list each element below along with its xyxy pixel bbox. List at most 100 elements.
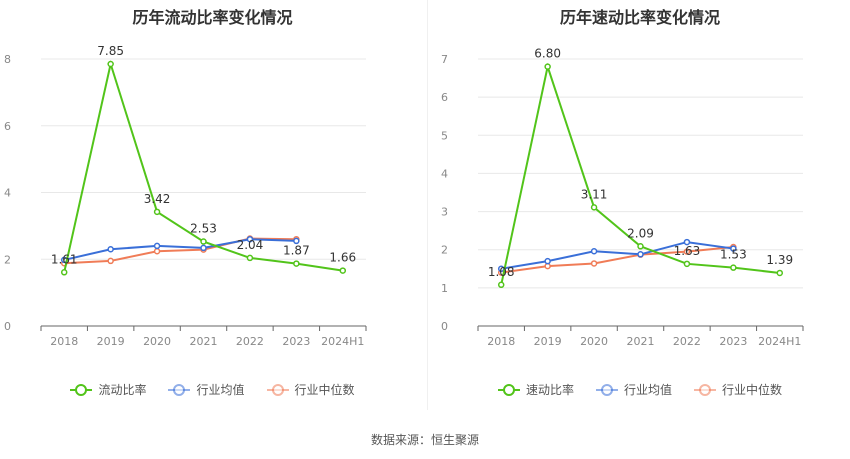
legend-circle <box>699 383 711 396</box>
legend-item[interactable]: 行业均值 <box>168 381 245 398</box>
y-tick-label: 1 <box>441 282 448 295</box>
x-tick-label: 2022 <box>236 335 264 348</box>
legend-circle <box>502 383 515 396</box>
legend-label: 速动比率 <box>525 383 574 397</box>
legend-circle <box>600 383 613 396</box>
quick-ratio-plot: 0 1 2 3 4 5 6 7 2018 2019 2020 2021 2022 2023 2024H1 1.… <box>441 47 804 348</box>
legend-label: 行业均值 <box>196 383 245 397</box>
legend-label: 行业中位数 <box>294 383 355 397</box>
x-tick-label: 2020 <box>580 335 608 348</box>
data-point <box>544 257 551 265</box>
data-point <box>683 260 691 268</box>
x-tick-label: 2019 <box>97 335 125 348</box>
data-point <box>153 242 161 250</box>
x-tick-label: 2019 <box>534 335 562 348</box>
legend-item[interactable]: 行业中位数 <box>266 381 355 398</box>
data-label: 3.42 <box>144 192 171 206</box>
data-source-note: 数据来源：恒生聚源 <box>370 433 479 447</box>
data-point <box>730 245 737 252</box>
series-1 <box>497 238 737 273</box>
data-point <box>200 238 207 245</box>
data-point <box>590 247 598 255</box>
data-point <box>730 264 737 271</box>
data-label: 6.80 <box>534 47 561 61</box>
y-tick-label: 3 <box>441 206 448 219</box>
y-tick-label: 4 <box>441 167 448 180</box>
x-tick-label: 2023 <box>719 335 747 348</box>
data-point <box>544 63 551 70</box>
legend-label: 行业均值 <box>623 383 672 397</box>
data-label: 2.09 <box>627 226 654 240</box>
x-tick-label: 2022 <box>673 335 701 348</box>
series-0 <box>60 60 347 276</box>
data-label: 1.87 <box>283 244 310 258</box>
data-point <box>776 269 784 277</box>
y-tick-label: 6 <box>4 120 11 133</box>
current-ratio-chart: 历年流动比率变化情况 0 2 4 6 8 2018 2019 2020 2021 2022 2023… <box>0 0 425 410</box>
panel-divider <box>427 0 428 410</box>
legend-marker-icon <box>168 383 191 396</box>
data-point <box>246 235 254 243</box>
legend-marker-icon <box>497 383 520 396</box>
data-label: 1.61 <box>51 252 78 266</box>
data-label: 2.53 <box>190 222 217 236</box>
data-point <box>683 238 691 246</box>
data-label: 1.08 <box>488 265 515 279</box>
y-tick-label: 0 <box>441 320 448 333</box>
data-point <box>293 260 300 267</box>
data-point <box>339 267 347 274</box>
data-point <box>200 244 207 252</box>
x-tick-label: 2023 <box>282 335 310 348</box>
legend-label: 流动比率 <box>98 383 147 397</box>
data-point <box>497 281 505 289</box>
y-tick-label: 6 <box>441 91 448 104</box>
data-point <box>246 254 254 262</box>
data-label: 2.04 <box>237 238 264 252</box>
chart-legend: 速动比率 行业均值 行业中位数 <box>430 381 850 398</box>
data-point <box>683 248 691 255</box>
x-tick-label: 2021 <box>627 335 655 348</box>
legend-item[interactable]: 流动比率 <box>70 381 146 398</box>
data-point <box>590 204 598 211</box>
y-tick-label: 5 <box>441 129 448 142</box>
data-point <box>590 260 598 267</box>
chart-title: 历年流动比率变化情况 <box>132 8 293 27</box>
data-label: 7.85 <box>97 44 124 58</box>
x-tick-label: 2018 <box>50 335 78 348</box>
data-point <box>637 243 644 250</box>
data-point <box>293 237 300 245</box>
legend-marker-icon <box>70 383 93 396</box>
data-point <box>60 269 68 276</box>
series-0 <box>497 62 784 289</box>
data-point <box>153 247 161 255</box>
y-tick-label: 7 <box>441 53 448 66</box>
x-tick-label: 2018 <box>487 335 515 348</box>
legend-label: 行业中位数 <box>722 383 783 397</box>
y-tick-label: 4 <box>4 187 11 200</box>
series-line <box>501 246 734 274</box>
legend-item[interactable]: 速动比率 <box>497 381 574 398</box>
y-tick-label: 8 <box>4 53 11 66</box>
current-ratio-plot: 0 2 4 6 8 2018 2019 2020 2021 2022 2023 2024H1 1.61 7… <box>4 44 367 348</box>
x-tick-label: 2024H1 <box>321 335 364 348</box>
data-point <box>107 60 114 68</box>
legend-item[interactable]: 行业中位数 <box>694 381 782 398</box>
chart-title: 历年速动比率变化情况 <box>559 8 720 27</box>
legend-circle <box>173 383 186 396</box>
series-line <box>501 241 734 270</box>
legend-circle <box>271 383 284 396</box>
legend-marker-icon <box>595 383 618 396</box>
legend-circle <box>75 383 88 396</box>
x-tick-label: 2024H1 <box>758 335 801 348</box>
data-label: 3.11 <box>581 187 608 201</box>
x-tick-label: 2021 <box>190 335 218 348</box>
legend-marker-icon <box>694 383 716 396</box>
y-tick-label: 0 <box>4 320 11 333</box>
legend-item[interactable]: 行业均值 <box>595 381 672 398</box>
data-label: 1.63 <box>674 244 701 258</box>
data-point <box>107 245 114 253</box>
data-label: 1.53 <box>720 248 747 262</box>
chart-legend: 流动比率 行业均值 行业中位数 <box>0 381 425 398</box>
y-tick-label: 2 <box>441 244 448 257</box>
series-line <box>63 238 297 261</box>
